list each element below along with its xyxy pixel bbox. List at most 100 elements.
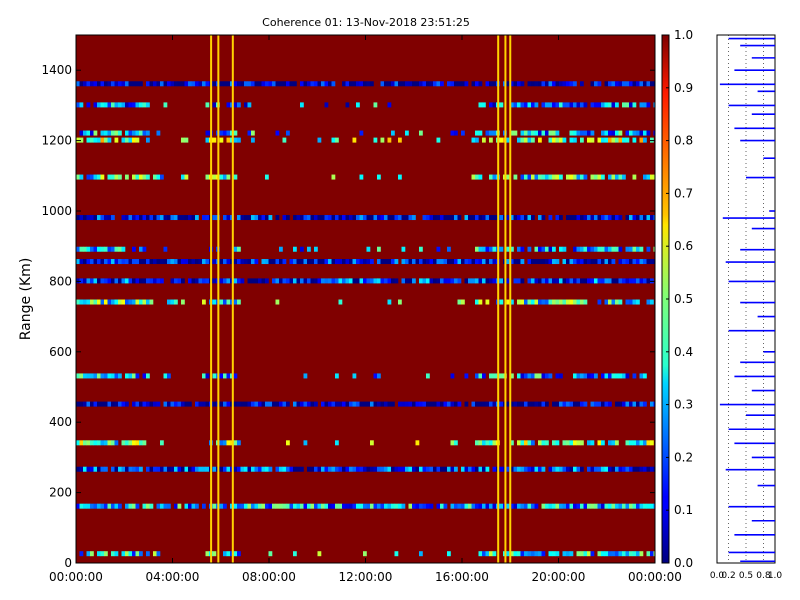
heatmap-cell [139, 278, 143, 284]
heatmap-cell [167, 503, 171, 509]
heatmap-cell [559, 81, 563, 87]
heatmap-cell [538, 130, 542, 136]
heatmap-cell [646, 215, 651, 221]
heatmap-cell [149, 401, 154, 407]
heatmap-cell [489, 278, 493, 284]
heatmap-cell [478, 551, 483, 557]
heatmap-cell [254, 466, 259, 472]
heatmap-cell [478, 278, 483, 284]
heatmap-cell [352, 401, 357, 407]
heatmap-cell [541, 551, 546, 557]
heatmap-cell [195, 503, 199, 509]
heatmap-cell [615, 551, 619, 557]
heatmap-cell [632, 466, 637, 472]
heatmap-cell [650, 551, 654, 557]
heatmap-cell [513, 130, 518, 136]
heatmap-cell [541, 81, 546, 87]
heatmap-cell [237, 503, 241, 509]
heatmap-cell [104, 373, 108, 379]
heatmap-cell [492, 215, 497, 221]
heatmap-cell [517, 215, 521, 221]
heatmap-cell [86, 137, 91, 143]
heatmap-cell [468, 259, 472, 265]
heatmap-cell [97, 551, 101, 557]
heatmap-cell [307, 215, 311, 221]
heatmap-cell [608, 373, 612, 379]
heatmap-cell [289, 259, 294, 265]
heatmap-cell [83, 373, 87, 379]
heatmap-cell [170, 278, 175, 284]
heatmap-cell [128, 373, 133, 379]
heatmap-cell [548, 137, 553, 143]
heatmap-cell [478, 503, 483, 509]
heatmap-cell [104, 102, 108, 108]
heatmap-cell [531, 278, 535, 284]
heatmap-cell [212, 466, 217, 472]
heatmap-cell [93, 174, 98, 180]
heatmap-cell [114, 373, 119, 379]
heatmap-cell [405, 278, 409, 284]
heatmap-cell [240, 466, 245, 472]
heatmap-cell [223, 503, 227, 509]
heatmap-cell [562, 440, 567, 446]
heatmap-cell [275, 299, 280, 305]
heatmap-cell [419, 466, 423, 472]
heatmap-cell [170, 81, 175, 87]
heatmap-cell [580, 551, 584, 557]
heatmap-cell [475, 259, 479, 265]
heatmap-cell [594, 174, 598, 180]
heatmap-cell [478, 440, 483, 446]
heatmap-cell [604, 466, 609, 472]
heatmap-cell [618, 401, 623, 407]
heatmap-cell [524, 215, 528, 221]
heatmap-cell [107, 81, 112, 87]
heatmap-cell [566, 102, 570, 108]
heatmap-cell [534, 401, 539, 407]
heatmap-cell [632, 246, 637, 252]
heatmap-cell [426, 503, 430, 509]
heatmap-cell [457, 278, 462, 284]
heatmap-cell [541, 466, 546, 472]
heatmap-cell [492, 373, 497, 379]
heatmap-cell [310, 259, 315, 265]
heatmap-cell [629, 102, 633, 108]
heatmap-cell [580, 102, 584, 108]
heatmap-cells [76, 35, 655, 563]
heatmap-cell [401, 215, 406, 221]
heatmap-cell [363, 466, 367, 472]
heatmap-cell [223, 259, 227, 265]
heatmap-cell [408, 215, 413, 221]
heatmap-cell [184, 81, 189, 87]
heatmap-cell [146, 278, 150, 284]
heatmap-cell [261, 215, 266, 221]
heatmap-cell [293, 259, 297, 265]
heatmap-cell [195, 466, 199, 472]
heatmap-background [76, 35, 655, 563]
heatmap-cell [618, 373, 623, 379]
heatmap-cell [643, 130, 647, 136]
heatmap-cell [146, 130, 150, 136]
heatmap-cell [391, 130, 395, 136]
chart-title: Coherence 01: 13-Nov-2018 23:51:25 [262, 16, 470, 29]
heatmap-cell [111, 278, 115, 284]
heatmap-cell [457, 81, 462, 87]
heatmap-cell [202, 466, 206, 472]
heatmap-cell [177, 215, 182, 221]
heatmap-cell [461, 130, 465, 136]
heatmap-cell [429, 81, 434, 87]
heatmap-cell [307, 503, 311, 509]
colorbar-tick-label: 0.2 [674, 450, 693, 464]
heatmap-cell [471, 137, 476, 143]
heatmap-cell [160, 278, 164, 284]
heatmap-cell [513, 551, 518, 557]
heatmap-cell [611, 466, 616, 472]
heatmap-cell [513, 503, 518, 509]
heatmap-cell [573, 373, 577, 379]
heatmap-cell [247, 130, 252, 136]
heatmap-cell [639, 81, 644, 87]
heatmap-cell [132, 373, 136, 379]
heatmap-cell [275, 259, 280, 265]
heatmap-cell [184, 401, 189, 407]
heatmap-cell [202, 299, 206, 305]
heatmap-cell [191, 215, 196, 221]
